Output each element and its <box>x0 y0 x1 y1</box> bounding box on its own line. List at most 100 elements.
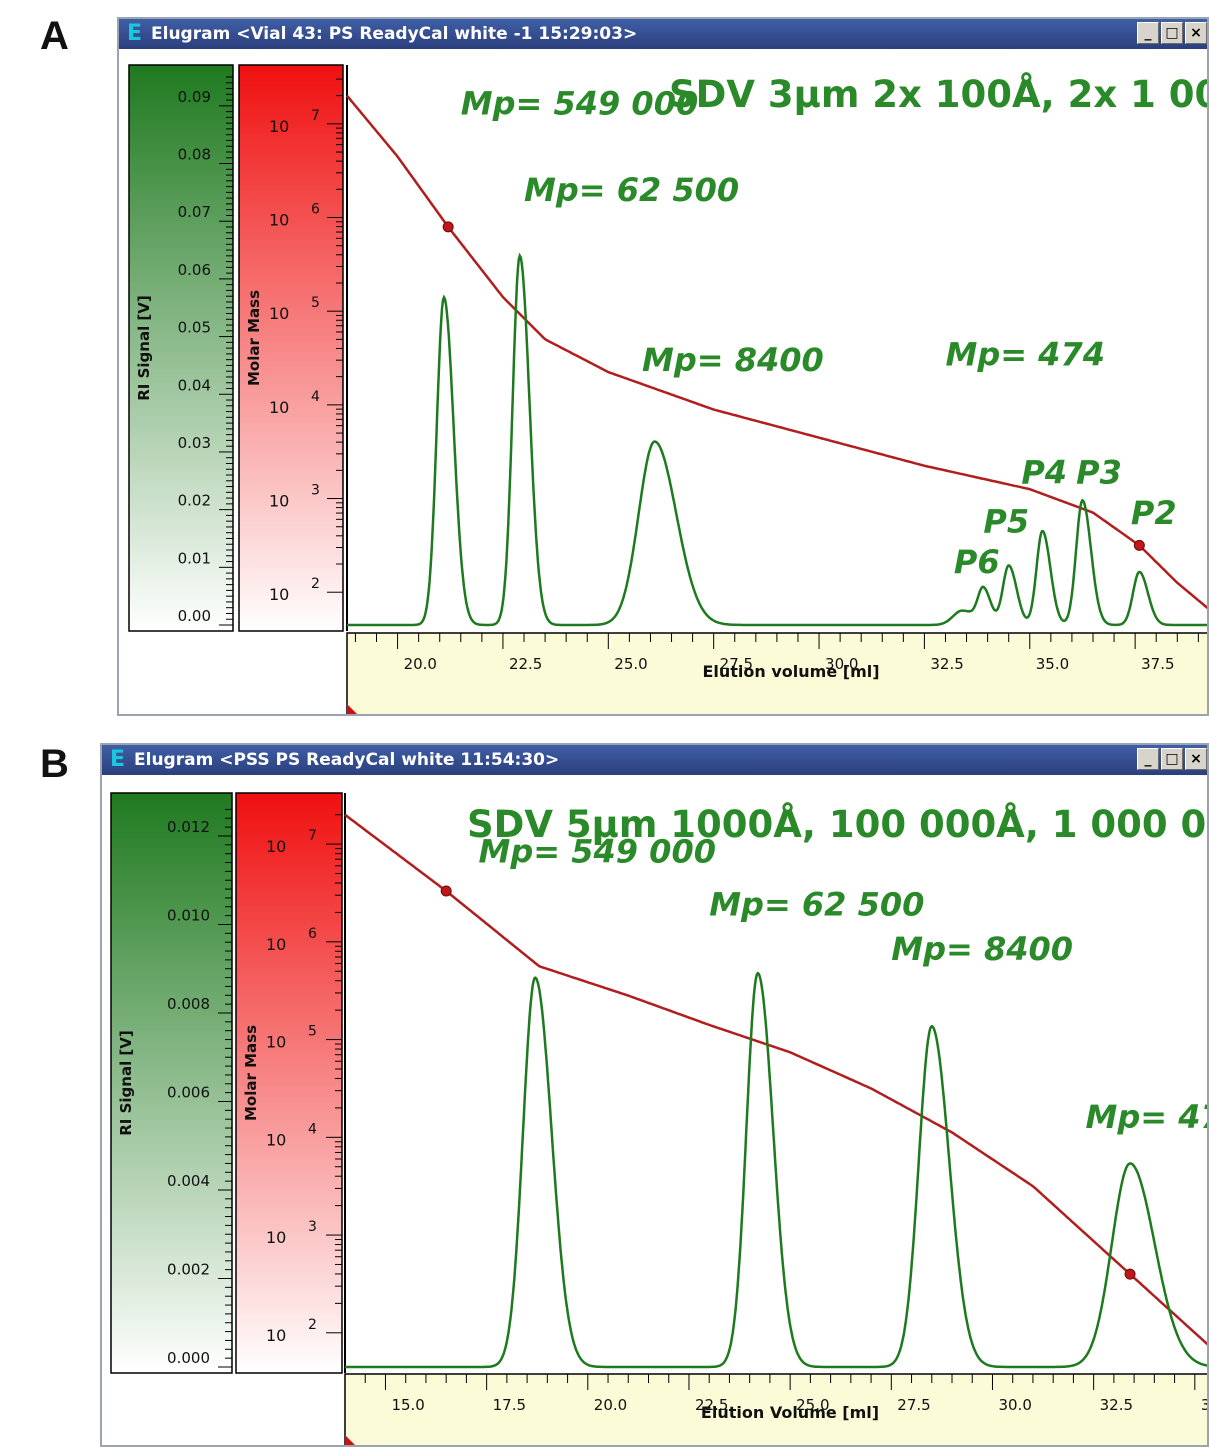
panel-letter-b: B <box>40 742 69 786</box>
mass-tick-base: 10 <box>269 304 289 323</box>
elugram-window-a[interactable]: E Elugram <Vial 43: PS ReadyCal white -1 … <box>117 17 1209 716</box>
ri-tick-label: 0.08 <box>178 146 211 164</box>
ri-tick-label: 0.06 <box>178 261 211 279</box>
ri-tick-label: 0.07 <box>178 203 211 221</box>
range-start-marker <box>345 1435 355 1445</box>
ri-tick-label: 0.02 <box>178 492 211 510</box>
x-tick-label: 15.0 <box>391 1396 424 1414</box>
x-tick-label: 30.0 <box>998 1396 1031 1414</box>
x-tick-label: 22.5 <box>695 1396 728 1414</box>
mass-tick-base: 10 <box>266 1033 286 1052</box>
title-bar[interactable]: E Elugram <PSS PS ReadyCal white 11:54:30… <box>102 745 1207 775</box>
peak-annotation: P2 <box>1131 494 1177 532</box>
mass-tick-exponent: 4 <box>308 1121 317 1137</box>
mass-tick-base: 10 <box>269 211 289 230</box>
minimize-button[interactable]: _ <box>1137 22 1159 44</box>
x-tick-label: 32.5 <box>1100 1396 1133 1414</box>
peak-annotation: Mp= 62 500 <box>524 171 739 209</box>
ri-tick-label: 0.004 <box>167 1172 210 1190</box>
ri-tick-label: 0.04 <box>178 376 211 394</box>
x-axis-band <box>346 632 1207 714</box>
panel-letter-a: A <box>40 14 69 58</box>
mass-tick-exponent: 5 <box>311 295 320 311</box>
peak-annotation: P6 <box>954 543 1000 581</box>
app-icon: E <box>127 21 143 46</box>
ri-tick-label: 0.006 <box>167 1083 210 1101</box>
ri-signal-trace <box>347 252 1207 627</box>
minimize-button[interactable]: _ <box>1137 748 1159 770</box>
peak-annotation: Mp= 62 500 <box>709 886 924 924</box>
peak-annotation: Mp= 8400 <box>891 930 1073 968</box>
mass-tick-exponent: 4 <box>311 389 320 405</box>
x-tick-label: 22.5 <box>509 655 542 673</box>
peak-annotation: Mp= 549 000 <box>461 84 698 122</box>
calibration-point <box>1133 539 1145 551</box>
mass-tick-base: 10 <box>266 1326 286 1345</box>
maximize-button[interactable]: □ <box>1161 748 1183 770</box>
mass-tick-exponent: 7 <box>311 108 320 124</box>
peak-annotation: Mp= 8400 <box>642 341 824 379</box>
x-tick-label: 37.5 <box>1141 655 1174 673</box>
ri-tick-label: 0.010 <box>167 906 210 924</box>
x-tick-label: 35.0 <box>1036 655 1069 673</box>
ri-tick-label: 0.000 <box>167 1349 210 1367</box>
mass-tick-exponent: 2 <box>311 576 320 592</box>
elugram-chart: 0.00 0.01 0.02 0.03 0.04 0.05 0.06 0.07 0.08 0.09… <box>128 64 1209 714</box>
window-controls: _ □ × <box>1135 748 1207 772</box>
ri-axis-label: RI Signal [V] <box>135 295 153 401</box>
peak-annotation: Mp= 474 <box>945 335 1105 373</box>
elugram-window-b[interactable]: E Elugram <PSS PS ReadyCal white 11:54:30… <box>100 743 1209 1447</box>
mass-tick-exponent: 7 <box>308 828 317 844</box>
ri-tick-label: 0.00 <box>178 607 211 625</box>
maximize-button[interactable]: □ <box>1161 22 1183 44</box>
mass-tick-base: 10 <box>266 1130 286 1149</box>
molar-mass-axis-panel <box>235 792 343 1374</box>
calibration-curve <box>344 813 1207 1346</box>
close-button[interactable]: × <box>1185 748 1207 770</box>
x-tick-label: 32.5 <box>930 655 963 673</box>
ri-tick-label: 0.008 <box>167 995 210 1013</box>
mass-tick-base: 10 <box>269 585 289 604</box>
x-axis-label: Elution volume [ml] <box>702 662 879 681</box>
calibration-point <box>440 885 452 897</box>
title-bar[interactable]: E Elugram <Vial 43: PS ReadyCal white -1 … <box>119 19 1207 49</box>
window-title: Elugram <Vial 43: PS ReadyCal white -1 1… <box>151 24 638 44</box>
molar-mass-axis-panel <box>238 64 344 632</box>
ri-axis-label: RI Signal [V] <box>117 1030 135 1136</box>
ri-signal-trace <box>345 971 1207 1369</box>
calibration-curve <box>346 94 1207 610</box>
ri-signal-axis-panel <box>110 792 233 1374</box>
mass-tick-base: 10 <box>269 117 289 136</box>
chart-title: SDV 5µm 1000Å, 100 000Å, 1 000 000Å <box>467 802 1209 846</box>
x-tick-label: 30.0 <box>825 655 858 673</box>
mass-tick-exponent: 2 <box>308 1317 317 1333</box>
peak-annotation: P3 <box>1076 454 1122 492</box>
calibration-point <box>442 221 454 233</box>
mass-tick-base: 10 <box>266 935 286 954</box>
mass-tick-base: 10 <box>269 398 289 417</box>
chart-title: SDV 3µm 2x 100Å, 2x 1 000Å <box>669 72 1209 116</box>
x-tick-label: 25.0 <box>796 1396 829 1414</box>
elugram-chart: 0.000 0.002 0.004 0.006 0.008 0.010 0.012 RI Si… <box>110 792 1209 1445</box>
x-tick-label: 27.5 <box>720 655 753 673</box>
mass-tick-base: 10 <box>269 492 289 511</box>
ri-tick-label: 0.012 <box>167 818 210 836</box>
range-start-marker <box>347 704 357 714</box>
ri-tick-label: 0.03 <box>178 434 211 452</box>
x-tick-label: 20.0 <box>404 655 437 673</box>
mass-tick-exponent: 3 <box>311 483 320 499</box>
x-tick-label: 20.0 <box>594 1396 627 1414</box>
x-tick-label: 27.5 <box>897 1396 930 1414</box>
app-icon: E <box>110 747 126 772</box>
calibration-point <box>1124 1268 1136 1280</box>
close-button[interactable]: × <box>1185 22 1207 44</box>
mass-tick-exponent: 6 <box>311 202 320 218</box>
peak-annotation: Mp= 474 <box>1086 1098 1209 1136</box>
mass-tick-exponent: 5 <box>308 1024 317 1040</box>
window-controls: _ □ × <box>1135 22 1207 46</box>
ri-signal-axis-panel <box>128 64 234 632</box>
ri-tick-label: 0.09 <box>178 88 211 106</box>
ri-tick-label: 0.01 <box>178 549 211 567</box>
molar-mass-axis-label: Molar Mass <box>245 290 263 386</box>
x-axis-band <box>344 1373 1207 1445</box>
